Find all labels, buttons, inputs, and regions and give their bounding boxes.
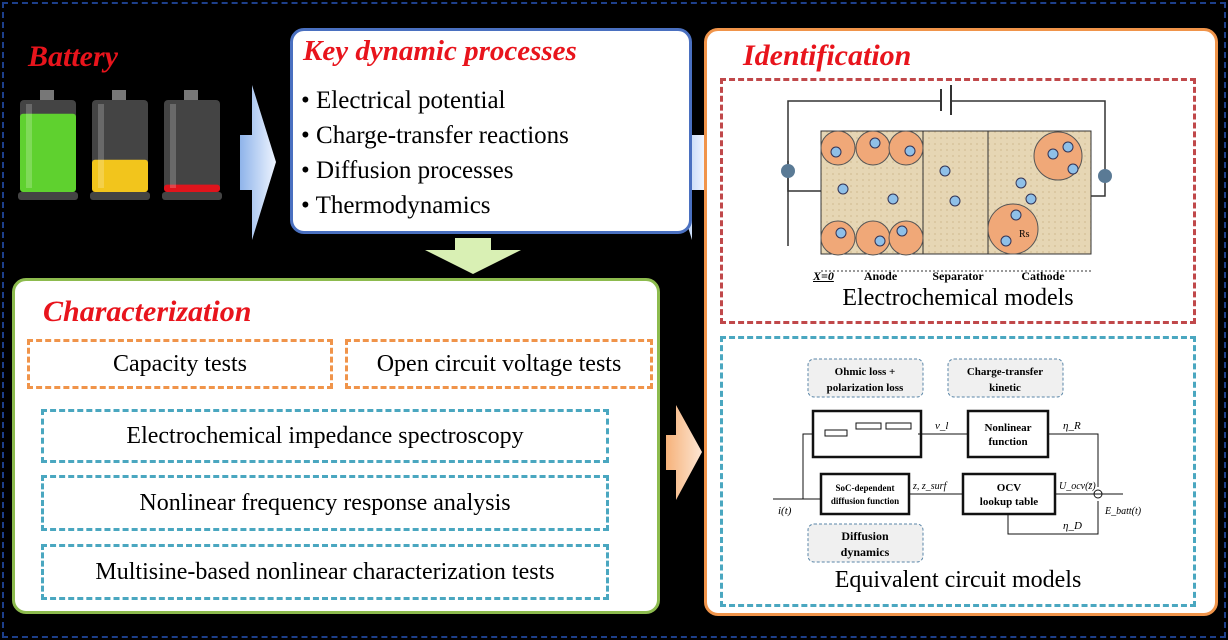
electrochemical-model-panel: Rs X=0 Anode Separator Cathode Electroch…: [720, 78, 1196, 324]
block-ocv-2: lookup table: [980, 496, 1038, 508]
test-eis: Electrochemical impedance spectroscopy: [41, 409, 609, 463]
block-soc-2: diffusion function: [831, 496, 899, 506]
origin-label: X=0: [813, 269, 834, 283]
block-ocv-1: OCV: [997, 482, 1022, 494]
radius-label: Rs: [1019, 229, 1030, 240]
note-diffusion-2: dynamics: [841, 545, 890, 559]
block-nonlinear-2: function: [988, 436, 1027, 448]
signal-output: E_batt(t): [1104, 506, 1142, 517]
note-ohmic-1: Ohmic loss +: [835, 366, 896, 378]
battery-title: Battery: [28, 40, 118, 73]
arrow-down-icon: [425, 238, 521, 274]
region-anode: Anode: [863, 269, 898, 283]
signal-input: i(t): [778, 505, 792, 517]
test-ocv: Open circuit voltage tests: [345, 339, 653, 389]
signal-eta-d: η_D: [1063, 520, 1082, 532]
ecm-diagram: Ohmic loss + polarization loss Charge-tr…: [773, 358, 1142, 563]
block-soc-1: SoC-dependent: [835, 483, 894, 493]
note-charge-2: kinetic: [989, 382, 1021, 394]
signal-z: z, z_surf: [912, 481, 948, 492]
region-labels: X=0 Anode Separator Cathode: [813, 269, 1093, 284]
process-item: Electrical potential: [301, 83, 569, 118]
test-multisine: Multisine-based nonlinear characterizati…: [41, 544, 609, 600]
arrow-right-icon: [240, 85, 276, 240]
block-nonlinear-1: Nonlinear: [984, 422, 1031, 434]
ecm-panel: Ohmic loss + polarization loss Charge-tr…: [720, 336, 1196, 607]
process-item: Diffusion processes: [301, 153, 569, 188]
region-cathode: Cathode: [1021, 269, 1065, 283]
arrow-right-orange-icon: [666, 405, 702, 500]
process-item: Charge-transfer reactions: [301, 118, 569, 153]
ecm-caption: Equivalent circuit models: [834, 567, 1082, 593]
test-capacity: Capacity tests: [27, 339, 333, 389]
characterization-box: Characterization Capacity tests Open cir…: [12, 278, 660, 614]
signal-uocv: U_ocv(z̄): [1059, 481, 1096, 492]
electrochemical-caption: Electrochemical models: [842, 285, 1074, 311]
characterization-title: Characterization: [43, 295, 252, 328]
key-processes-list: Electrical potential Charge-transfer rea…: [301, 83, 569, 223]
key-processes-box: Key dynamic processes Electrical potenti…: [290, 28, 692, 234]
note-charge-1: Charge-transfer: [967, 366, 1043, 378]
key-processes-title: Key dynamic processes: [303, 35, 577, 67]
test-nfra: Nonlinear frequency response analysis: [41, 475, 609, 531]
process-item: Thermodynamics: [301, 188, 569, 223]
electrochemical-model-diagram: Rs: [781, 85, 1112, 272]
identification-title: Identification: [743, 39, 912, 72]
battery-icon: [18, 90, 78, 200]
battery-icons: [18, 90, 222, 200]
region-separator: Separator: [932, 269, 984, 283]
identification-box: Identification: [704, 28, 1218, 616]
signal-eta-r: η_R: [1063, 420, 1081, 432]
note-diffusion-1: Diffusion: [841, 529, 889, 543]
battery-icon: [90, 90, 150, 200]
signal-vl: v_l: [935, 420, 948, 432]
battery-icon: [162, 90, 222, 200]
note-ohmic-2: polarization loss: [827, 382, 904, 394]
